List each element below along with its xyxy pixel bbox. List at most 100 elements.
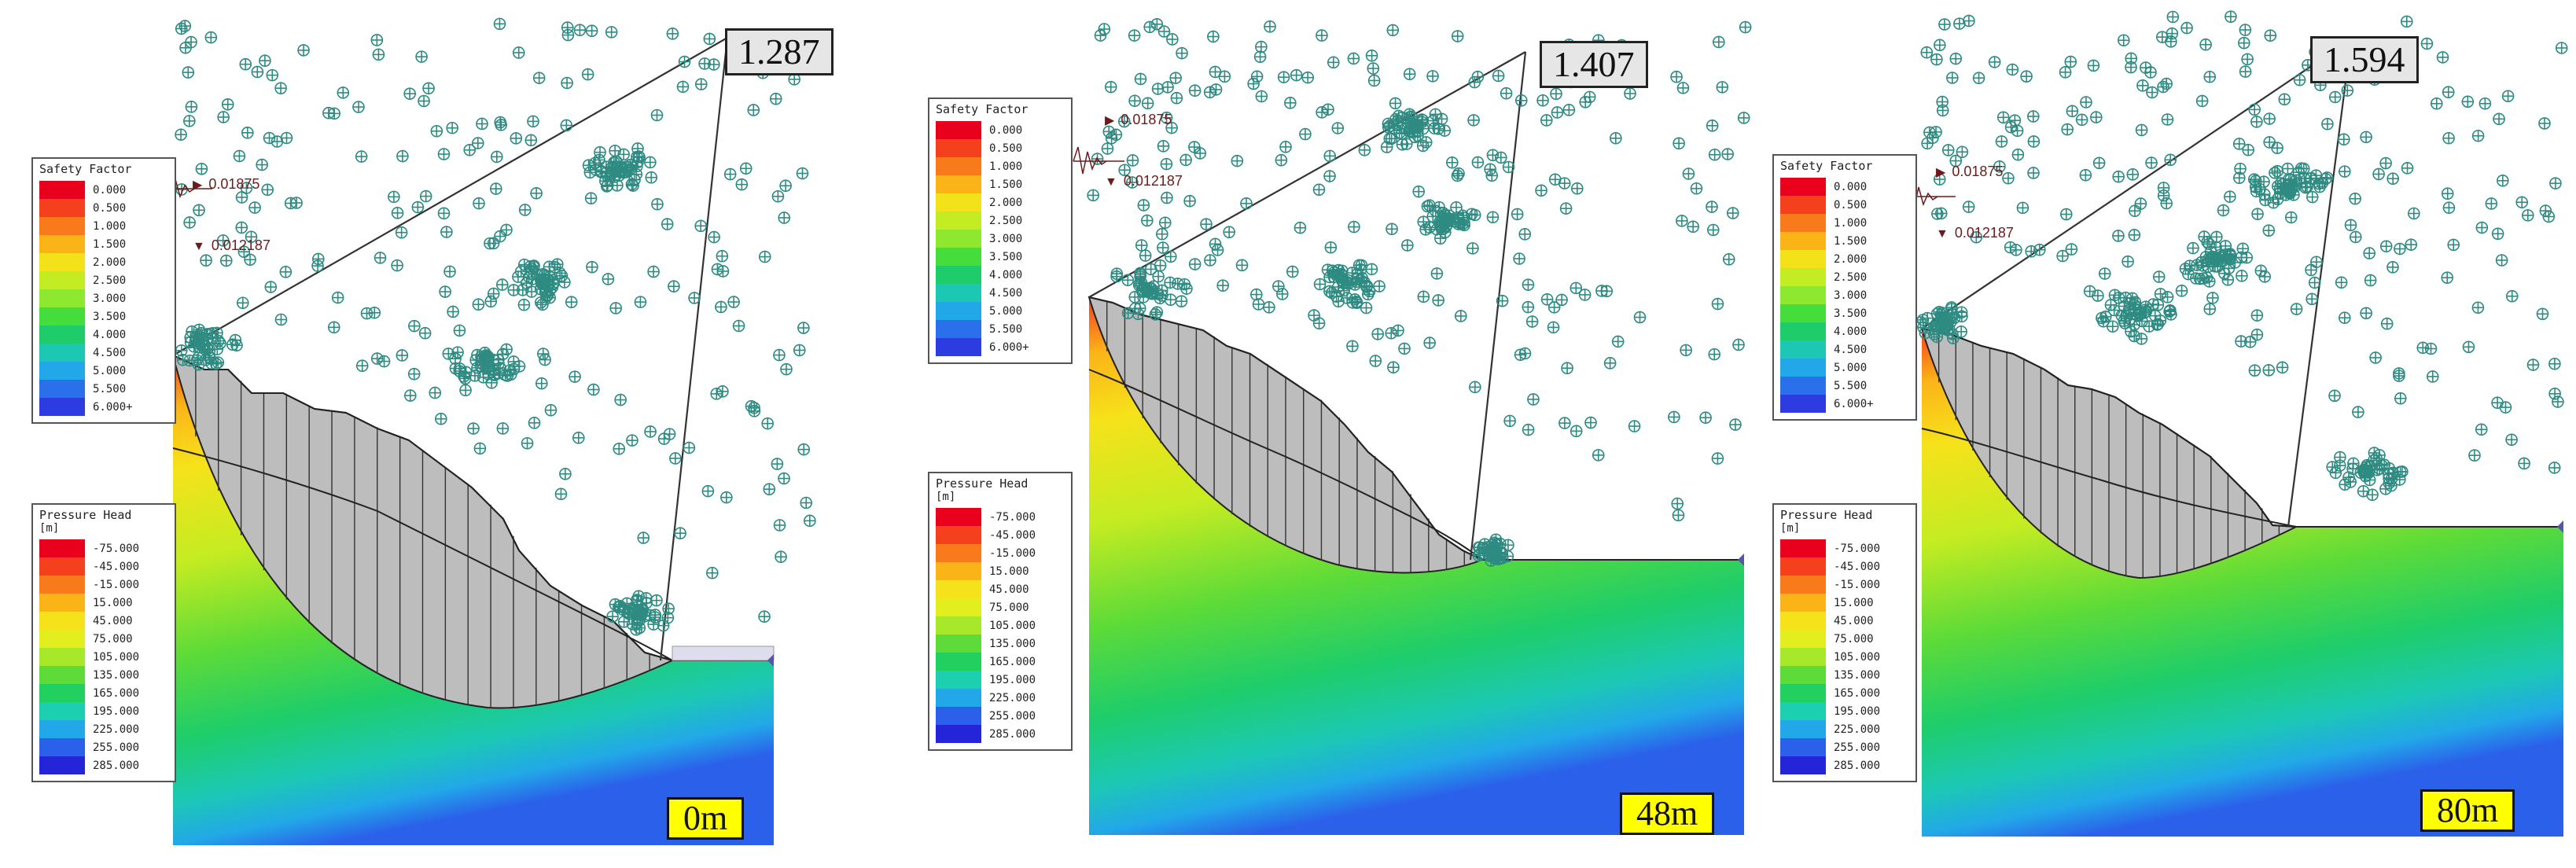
grid-point xyxy=(200,254,212,267)
depth-label: 0m xyxy=(667,797,745,840)
grid-point xyxy=(1373,280,1386,292)
legend-label: 3.000 xyxy=(1834,289,1868,302)
grid-point xyxy=(662,602,675,615)
grid-point xyxy=(2338,311,2351,325)
grid-point xyxy=(573,24,587,36)
grid-point xyxy=(631,613,644,627)
legend-swatch xyxy=(1780,232,1826,250)
grid-point xyxy=(2471,301,2485,314)
grid-point xyxy=(2056,249,2069,263)
grid-point xyxy=(613,599,627,612)
grid-point xyxy=(2276,361,2289,374)
grid-point xyxy=(2394,473,2406,486)
grid-point xyxy=(411,200,425,214)
grid-point xyxy=(1240,197,1253,210)
grid-point xyxy=(2119,291,2133,304)
grid-point xyxy=(1179,153,1192,167)
grid-point xyxy=(2203,303,2217,315)
grid-point xyxy=(183,216,196,229)
grid-point xyxy=(2006,63,2019,76)
grid-point xyxy=(1456,209,1470,223)
legend-label: 195.000 xyxy=(989,673,1036,686)
safety-factor-legend: Safety Factor 0.000 0.500 1.000 1.500 2.000 2… xyxy=(1772,154,1917,421)
grid-point xyxy=(1322,103,1334,116)
legend-label: 6.000+ xyxy=(989,340,1029,354)
grid-point xyxy=(1358,144,1371,156)
legend-row: 15.000 xyxy=(936,562,1066,580)
grid-point xyxy=(701,484,715,498)
grid-point xyxy=(251,65,264,79)
grid-point xyxy=(1466,242,1479,255)
grid-point xyxy=(559,467,572,480)
grid-point xyxy=(558,276,571,289)
grid-point xyxy=(1949,154,1963,167)
legend-label: 165.000 xyxy=(1834,686,1881,700)
grid-point xyxy=(532,72,546,84)
legend-row: 4.500 xyxy=(936,284,1066,302)
grid-point xyxy=(1947,332,1960,344)
grid-point xyxy=(496,422,510,435)
seismic-horizontal: ▶ 0.01875 xyxy=(193,176,260,192)
grid-point xyxy=(1338,284,1351,297)
legend-unit: [m] xyxy=(936,491,956,503)
legend-swatch xyxy=(39,326,85,344)
grid-point xyxy=(248,201,261,214)
legend-swatch xyxy=(1780,286,1826,304)
legend-label: 195.000 xyxy=(93,704,140,718)
grid-point xyxy=(1956,310,1968,323)
grid-point xyxy=(240,182,253,194)
grid-point xyxy=(2128,229,2141,241)
legend-swatch xyxy=(936,562,981,580)
legend-swatch xyxy=(936,544,981,562)
grid-point xyxy=(2187,241,2199,255)
grid-point xyxy=(1680,344,1692,357)
grid-point xyxy=(2157,189,2170,202)
grid-point xyxy=(688,292,701,304)
grid-point xyxy=(507,284,521,296)
toe-hatch xyxy=(672,645,775,661)
grid-point xyxy=(1188,141,1201,153)
grid-point xyxy=(1415,113,1428,126)
grid-point xyxy=(1272,280,1285,292)
grid-point xyxy=(2075,113,2088,127)
grid-point xyxy=(2136,314,2148,328)
legend-label: 225.000 xyxy=(1834,723,1881,736)
legend-row: 225.000 xyxy=(1780,720,1911,738)
legend-swatch xyxy=(1780,576,1826,594)
grid-point xyxy=(1432,294,1444,307)
grid-point xyxy=(487,237,500,250)
grid-point xyxy=(471,348,484,362)
grid-point xyxy=(2008,114,2022,127)
legend-row: 5.500 xyxy=(1780,377,1911,395)
grid-point xyxy=(2316,177,2329,189)
grid-point xyxy=(661,218,674,230)
grid-point xyxy=(1570,425,1583,438)
grid-point xyxy=(2347,457,2360,470)
grid-point xyxy=(2394,392,2407,405)
grid-point xyxy=(2499,401,2512,414)
grid-point xyxy=(609,302,622,314)
grid-point xyxy=(388,190,400,204)
legend-swatch xyxy=(1780,630,1826,648)
slope-model-1 xyxy=(1073,17,1752,835)
grid-point xyxy=(565,296,578,308)
grid-point xyxy=(2147,298,2160,311)
grid-point xyxy=(2436,51,2449,64)
grid-point xyxy=(2175,285,2188,297)
grid-point xyxy=(804,514,816,528)
grid-point xyxy=(1502,160,1515,174)
legend-label: -75.000 xyxy=(989,510,1036,524)
legend-label: -45.000 xyxy=(93,560,140,573)
legend-row: 255.000 xyxy=(936,707,1066,725)
grid-point xyxy=(1489,533,1503,546)
grid-point xyxy=(773,348,786,362)
legend-label: 225.000 xyxy=(989,691,1036,704)
grid-point xyxy=(1550,87,1562,101)
grid-point xyxy=(541,289,554,301)
grid-point xyxy=(1284,97,1297,109)
grid-point xyxy=(1628,420,1641,432)
legend-row: 3.500 xyxy=(1780,304,1911,322)
grid-point xyxy=(2025,245,2037,258)
grid-point xyxy=(520,277,533,289)
grid-point xyxy=(780,362,793,376)
